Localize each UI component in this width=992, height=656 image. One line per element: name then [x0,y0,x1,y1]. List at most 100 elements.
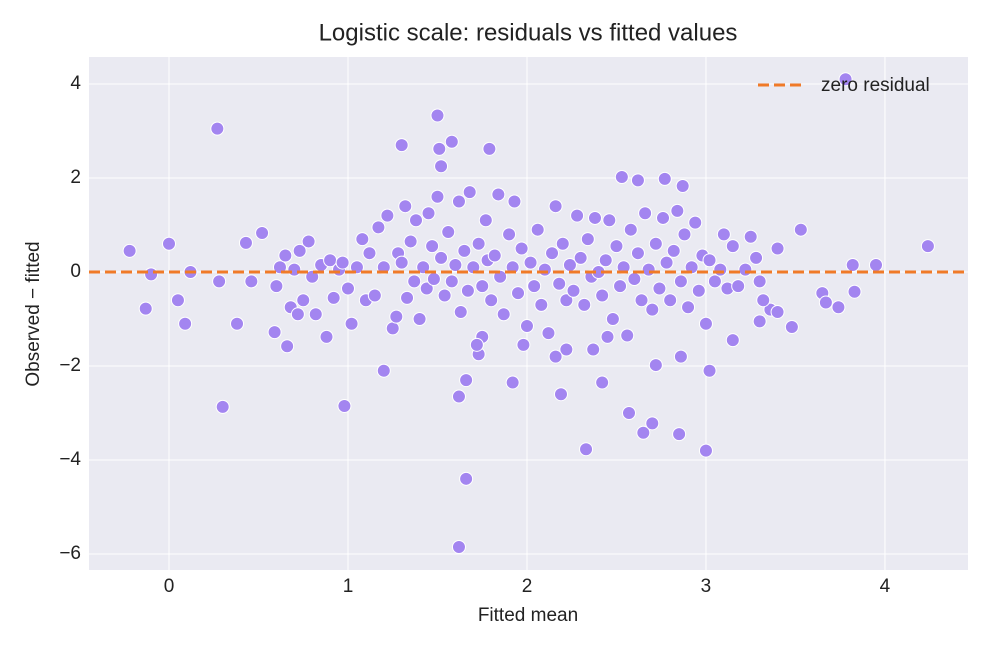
point [770,304,785,319]
point [675,178,690,193]
point [541,326,556,341]
point [725,239,740,254]
point [634,293,649,308]
x-tick-label: 2 [522,576,533,597]
point [412,311,427,326]
point [831,300,846,315]
chart-title: Logistic scale: residuals vs fitted valu… [319,19,738,46]
point [663,293,678,308]
point [530,222,545,237]
point [292,243,307,258]
point [698,443,713,458]
point [609,239,624,254]
point [793,222,808,237]
point [144,267,159,282]
point [162,236,177,251]
point [444,134,459,149]
point [688,215,703,230]
point [170,293,185,308]
point [681,300,696,315]
point [598,253,613,268]
point [400,290,415,305]
point [340,281,355,296]
point [573,250,588,265]
plot-area [89,57,968,570]
point [210,121,225,136]
point [409,213,424,228]
point [600,329,615,344]
point [677,227,692,242]
x-tick-label: 1 [343,576,354,597]
point [278,248,293,263]
point [434,250,449,265]
point [713,262,728,277]
point [459,373,474,388]
point [511,286,526,301]
point [818,295,833,310]
point [702,363,717,378]
point [630,173,645,188]
point [673,349,688,364]
x-axis-label: Fitted mean [478,605,578,626]
point [586,342,601,357]
point [648,236,663,251]
point [548,349,563,364]
point [319,329,334,344]
point [453,304,468,319]
point [731,279,746,294]
point [407,274,422,289]
point [425,239,440,254]
point [394,138,409,153]
point [389,309,404,324]
point [491,187,506,202]
point [267,325,282,340]
point [749,250,764,265]
point [280,339,295,354]
point [756,293,771,308]
point [613,279,628,294]
point [838,72,853,87]
point [656,210,671,225]
point [457,243,472,258]
point [605,311,620,326]
point [255,225,270,240]
point [385,321,400,336]
x-tick-label: 0 [164,576,175,597]
y-tick-label: 2 [70,167,81,188]
point [478,213,493,228]
point [421,206,436,221]
point [238,235,253,250]
point [623,222,638,237]
y-axis-label: Observed − fitted [23,241,44,386]
point [672,427,687,442]
point [487,248,502,263]
y-tick-label: 4 [70,73,81,94]
point [645,416,660,431]
point [444,274,459,289]
point [376,363,391,378]
point [641,262,656,277]
point [587,210,602,225]
point [451,539,466,554]
point [648,358,663,373]
point [579,442,594,457]
point [620,328,635,343]
x-tick-label: 4 [880,576,891,597]
point [920,239,935,254]
point [716,227,731,242]
x-tick-label: 3 [701,576,712,597]
point [394,255,409,270]
point [636,425,651,440]
point [630,246,645,261]
point [308,307,323,322]
point [462,185,477,200]
point [434,159,449,174]
point [296,293,311,308]
point [537,262,552,277]
point [290,307,305,322]
point [519,319,534,334]
point [344,316,359,331]
point [437,288,452,303]
point [496,307,511,322]
